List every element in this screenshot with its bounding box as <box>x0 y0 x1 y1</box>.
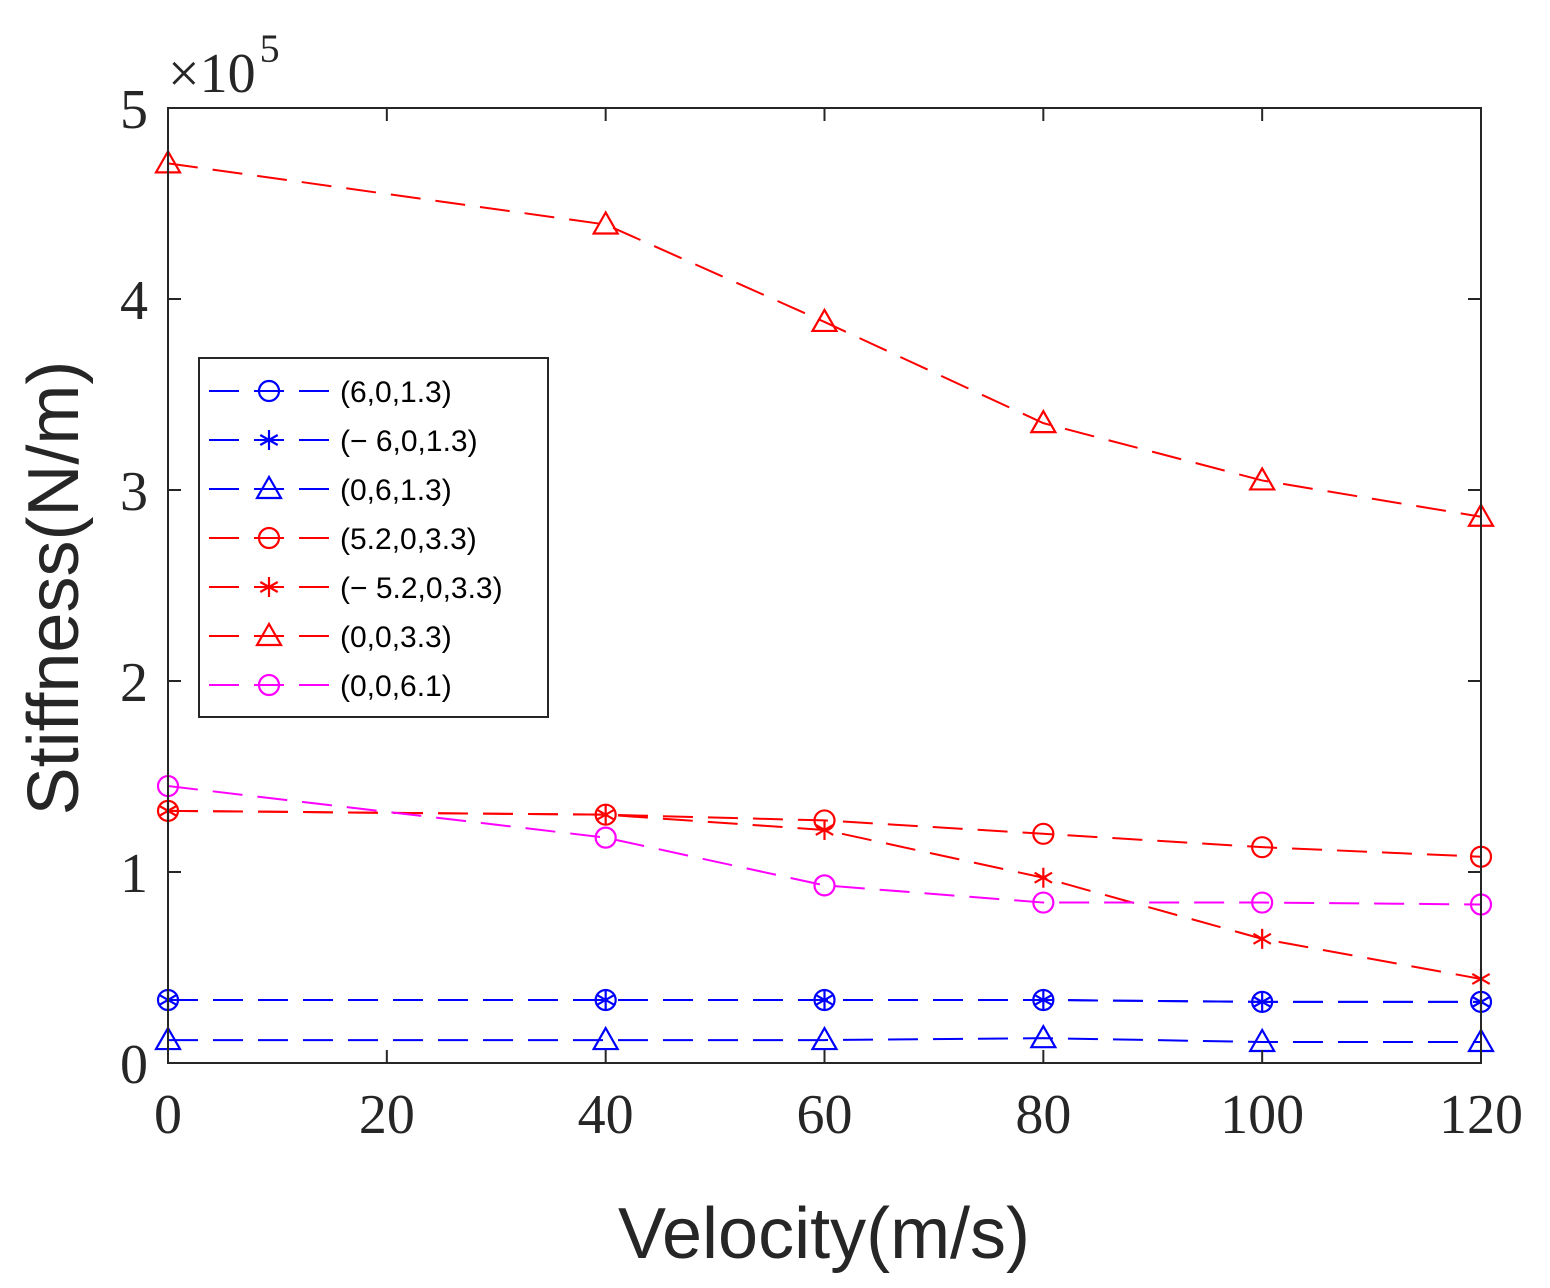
y-tick-label: 0 <box>120 1034 148 1096</box>
legend-label: (5.2,0,3.3) <box>340 523 477 556</box>
legend-label: (− 5.2,0,3.3) <box>340 572 503 605</box>
series-line <box>167 162 1482 518</box>
legend: (6,0,1.3) (− 6,0,1.3) (0,6,1.3) (5.2,0,3.3)… <box>198 357 549 718</box>
data-point <box>591 210 620 235</box>
multiplier-base: ×10 <box>168 43 256 105</box>
legend-entry: (0,6,1.3) <box>209 474 452 507</box>
legend-entry: (0,0,6.1) <box>209 670 452 703</box>
legend-label: (− 6,0,1.3) <box>340 425 478 458</box>
series-line <box>167 785 1482 906</box>
legend-marker <box>257 379 281 403</box>
legend-entry: (− 5.2,0,3.3) <box>209 572 503 605</box>
data-point <box>1251 891 1274 914</box>
legend-marker <box>255 621 283 647</box>
data-point <box>1248 466 1277 491</box>
x-tick-label: 80 <box>1015 1084 1071 1146</box>
y-tick-label: 4 <box>120 270 148 332</box>
data-point <box>813 874 836 897</box>
data-point <box>1032 891 1055 914</box>
legend-entry: (5.2,0,3.3) <box>209 523 477 556</box>
series-line <box>168 1037 1481 1043</box>
legend-marker <box>257 526 281 550</box>
legend-label: (6,0,1.3) <box>340 376 452 409</box>
x-tick-label: 40 <box>578 1084 634 1146</box>
legend-label: (0,0,3.3) <box>340 621 452 654</box>
legend-entry: (6,0,1.3) <box>209 376 452 409</box>
data-point <box>591 1025 620 1051</box>
legend-label: (0,6,1.3) <box>340 474 452 507</box>
y-axis-multiplier: ×10 5 <box>168 26 280 105</box>
legend-label: (0,0,6.1) <box>340 670 452 703</box>
y-tick-label: 3 <box>120 461 148 523</box>
data-point <box>1029 408 1058 434</box>
x-axis-label: Velocity(m/s) <box>618 1194 1030 1274</box>
data-point <box>1252 991 1272 1012</box>
axes: 0 20 40 60 80 100 120 0 1 2 3 4 5 <box>120 79 1523 1146</box>
data-point <box>1251 836 1274 859</box>
y-tick-label: 5 <box>120 79 148 141</box>
legend-marker <box>259 577 279 597</box>
data-point <box>1032 822 1055 845</box>
series-line <box>168 998 1481 1003</box>
data-point <box>1029 1023 1058 1049</box>
x-tick-label: 120 <box>1439 1084 1523 1146</box>
multiplier-exponent: 5 <box>260 26 280 71</box>
legend-entry: (0,0,3.3) <box>209 621 452 654</box>
legend-items: (6,0,1.3) (− 6,0,1.3) (0,6,1.3) (5.2,0,3.3)… <box>209 376 503 703</box>
legend-entry: (− 6,0,1.3) <box>209 425 478 458</box>
data-point <box>815 989 834 1010</box>
data-point <box>1034 867 1053 888</box>
legend-marker <box>259 430 279 450</box>
data-point <box>810 307 839 333</box>
x-tick-label: 100 <box>1220 1084 1304 1146</box>
x-tick-label: 60 <box>797 1084 853 1146</box>
x-tick-label: 0 <box>154 1084 182 1146</box>
legend-marker <box>255 474 283 500</box>
data-point <box>815 819 834 840</box>
legend-marker <box>257 673 281 697</box>
data-point <box>594 826 617 849</box>
data-point <box>1252 928 1272 949</box>
y-tick-label: 2 <box>120 652 148 714</box>
data-point <box>596 989 615 1010</box>
y-tick-label: 1 <box>120 843 148 905</box>
data-point <box>810 1025 839 1051</box>
y-axis-label: Stiffness(N/m) <box>14 361 94 816</box>
series-line <box>167 809 1482 980</box>
data-point <box>596 804 615 825</box>
x-tick-label: 20 <box>359 1084 415 1146</box>
data-point <box>1034 989 1053 1010</box>
